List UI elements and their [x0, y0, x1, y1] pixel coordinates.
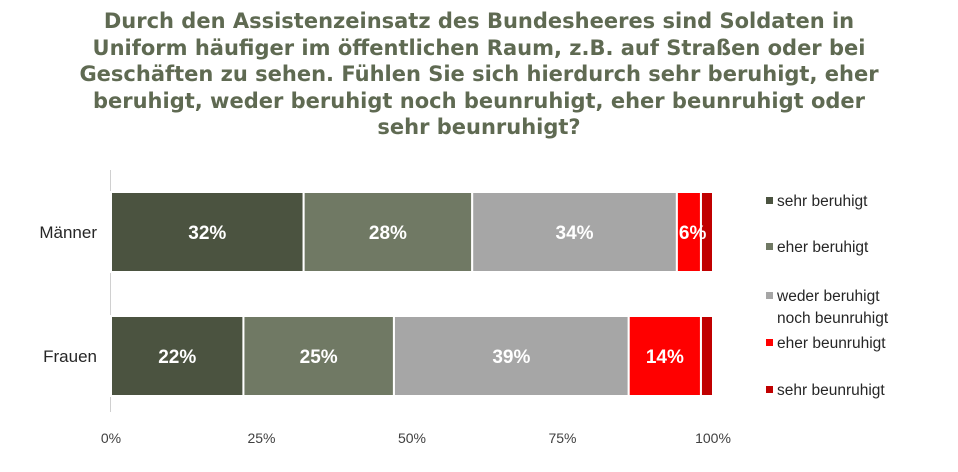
bar-segment: [471, 191, 678, 273]
legend-label: sehr beruhigt: [777, 193, 868, 210]
chart-title-line: Durch den Assistenzeinsatz des Bundeshee…: [103, 9, 855, 33]
x-tick-label: 25%: [247, 430, 275, 446]
data-label: 22%: [158, 347, 196, 368]
bar-segment: [627, 315, 702, 397]
chart-title-line: beruhigt, weder beruhigt noch beunruhigt…: [92, 88, 866, 113]
x-tick-label: 0%: [101, 430, 121, 446]
legend-swatch: [766, 386, 773, 393]
data-label: 39%: [492, 347, 530, 368]
data-label: 28%: [369, 223, 407, 244]
data-label: 32%: [188, 223, 226, 244]
legend-label: noch beunruhigt: [777, 310, 889, 327]
bar-segment: [699, 315, 715, 397]
chart-title: Durch den Assistenzeinsatz des Bundeshee…: [20, 8, 938, 141]
bar-segment: [110, 191, 305, 273]
bar-segment: [110, 315, 245, 397]
chart-title-line: sehr beunruhigt?: [377, 115, 581, 139]
data-label: 25%: [300, 347, 338, 368]
category-label: Frauen: [43, 347, 97, 366]
legend-label: eher beruhigt: [777, 239, 869, 256]
chart-title-line: Geschäften zu sehen. Fühlen Sie sich hie…: [79, 62, 879, 86]
chart-title-line: Uniform häufiger im öffentlichen Raum, z…: [92, 35, 866, 60]
category-label: Männer: [39, 223, 97, 242]
bar-segment: [699, 191, 715, 273]
legend-swatch: [766, 339, 773, 346]
x-tick-label: 100%: [695, 430, 731, 446]
bar-segment: [242, 315, 395, 397]
legend-label: sehr beunruhigt: [777, 382, 885, 399]
data-label: 6%: [679, 223, 707, 244]
x-tick-label: 75%: [548, 430, 576, 446]
bar-segment: [392, 315, 630, 397]
legend-swatch: [766, 243, 773, 250]
data-label: 34%: [556, 223, 594, 244]
x-tick-label: 50%: [398, 430, 426, 446]
data-label: 14%: [646, 347, 684, 368]
bar-segment: [302, 191, 474, 273]
legend-swatch: [766, 197, 773, 204]
legend-swatch: [766, 292, 773, 299]
legend-label: weder beruhigt: [776, 288, 880, 305]
legend-label: eher beunruhigt: [777, 335, 886, 352]
